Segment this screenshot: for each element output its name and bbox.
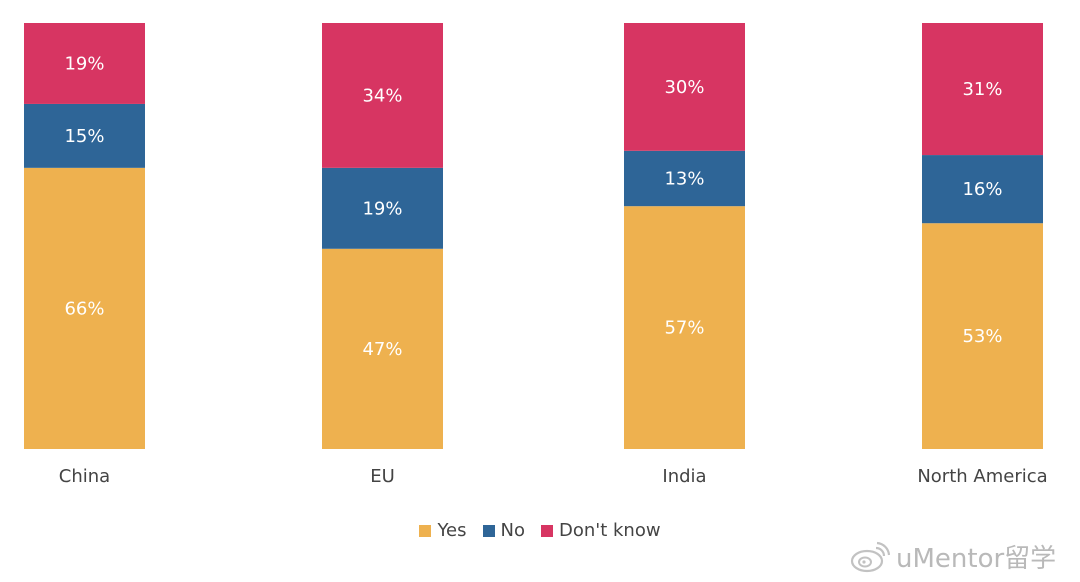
weibo-icon xyxy=(850,541,890,572)
data-label-china-don-t-know: 19% xyxy=(64,53,104,74)
legend: Yes No Don't know xyxy=(0,520,1080,541)
bar-segment-china-no xyxy=(24,103,145,168)
category-label-india: India xyxy=(662,466,706,487)
category-label-china: China xyxy=(59,466,110,487)
data-label-india-yes: 57% xyxy=(664,318,704,339)
watermark: uMentor留学 xyxy=(850,538,1056,575)
bar-segment-china-don-t-know xyxy=(24,23,145,104)
bar-segment-india-don-t-know xyxy=(624,23,745,151)
category-label-eu: EU xyxy=(370,466,395,487)
legend-swatch-yes xyxy=(419,524,432,537)
data-label-india-don-t-know: 30% xyxy=(664,77,704,98)
bar-segment-india-no xyxy=(624,150,745,207)
legend-label-yes: Yes xyxy=(437,520,467,541)
data-label-india-no: 13% xyxy=(664,168,704,189)
legend-label-dont-know: Don't know xyxy=(558,520,661,541)
data-label-china-no: 15% xyxy=(64,126,104,147)
bar-segment-india-yes xyxy=(624,206,745,449)
bar-segment-eu-don-t-know xyxy=(322,23,443,168)
data-label-china-yes: 66% xyxy=(64,298,104,319)
legend-item-yes: Yes xyxy=(419,520,467,541)
bar-segment-north-america-don-t-know xyxy=(922,23,1043,156)
legend-item-no: No xyxy=(482,520,525,541)
data-label-north-america-don-t-know: 31% xyxy=(962,79,1002,100)
legend-swatch-dont-know xyxy=(540,524,553,537)
data-label-eu-yes: 47% xyxy=(362,339,402,360)
bar-segment-eu-yes xyxy=(322,248,443,449)
bar-segment-china-yes xyxy=(24,167,145,449)
watermark-text: uMentor留学 xyxy=(896,544,1057,574)
bar-segment-north-america-no xyxy=(922,155,1043,224)
data-label-north-america-yes: 53% xyxy=(962,326,1002,347)
legend-swatch-no xyxy=(482,524,495,537)
legend-item-dont-know: Don't know xyxy=(540,520,661,541)
legend-label-no: No xyxy=(500,520,525,541)
bar-segment-north-america-yes xyxy=(922,223,1043,449)
category-label-north-america: North America xyxy=(917,466,1047,487)
bar-segment-eu-no xyxy=(322,167,443,249)
data-label-eu-no: 19% xyxy=(362,198,402,219)
data-label-eu-don-t-know: 34% xyxy=(362,85,402,106)
data-label-north-america-no: 16% xyxy=(962,179,1002,200)
